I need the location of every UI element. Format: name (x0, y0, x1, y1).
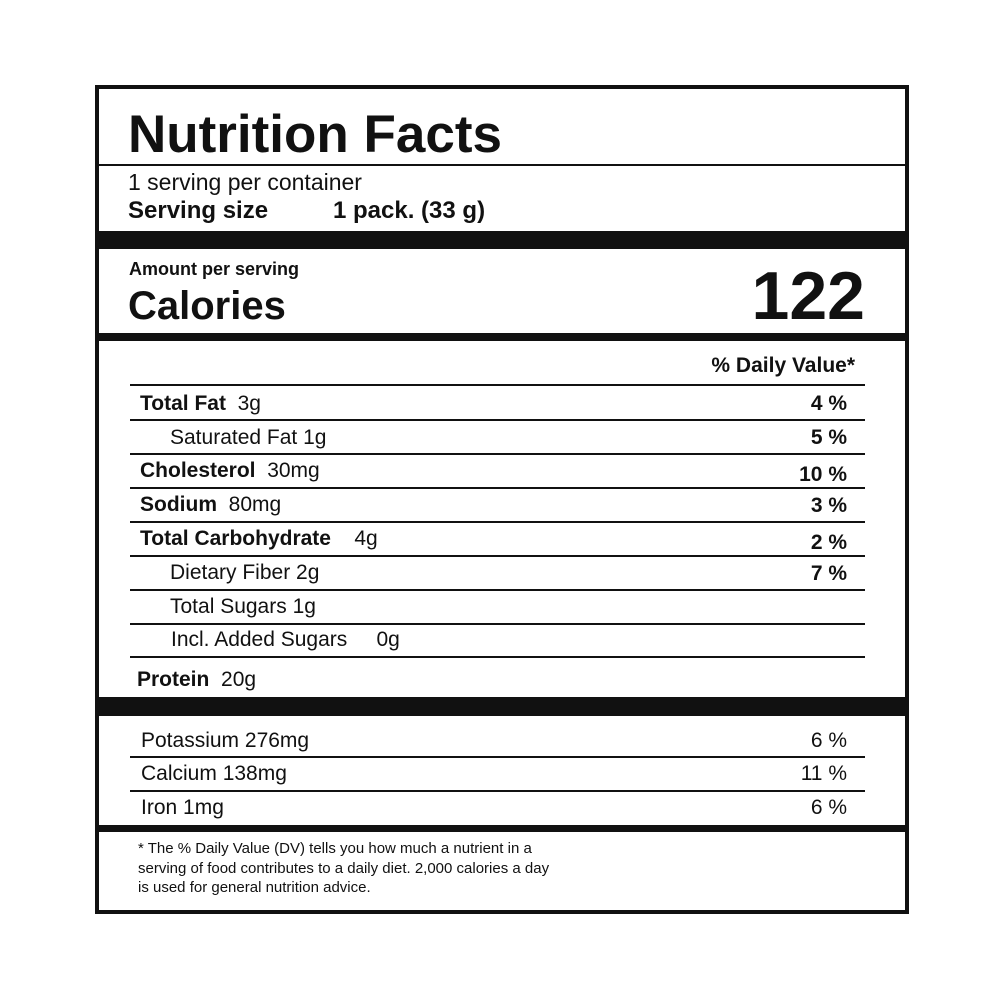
title: Nutrition Facts (128, 105, 502, 164)
footnote-line: serving of food contributes to a daily d… (138, 860, 550, 877)
nutrient-row: Cholesterol 30mg (140, 460, 320, 481)
nutrient-name: Protein (137, 668, 210, 691)
nutrient-name: Total Carbohydrate (140, 527, 331, 550)
divider (130, 790, 865, 792)
mineral-amount: 276mg (244, 729, 310, 752)
nutrient-name: Total Fat (140, 392, 226, 415)
divider (99, 164, 905, 166)
nutrient-amount: 1g (303, 426, 327, 449)
nutrient-row: Protein 20g (137, 669, 256, 690)
divider (130, 589, 865, 591)
nutrient-name: Saturated Fat (170, 426, 298, 449)
servings: 1 serving per container (128, 169, 362, 195)
mineral-amount: 1mg (183, 796, 224, 819)
mineral-row: Calcium 138mg (141, 763, 287, 784)
label-border (95, 85, 909, 914)
nutrient-amount: 4g (354, 527, 378, 550)
mineral-row: Potassium 276mg (141, 730, 309, 751)
nutrient-amount: 20g (221, 668, 257, 691)
serving-size-value: 1 pack. (33 g) (333, 197, 486, 224)
nutrient-dv: 10 % (799, 463, 847, 486)
nutrient-name: Total Sugars (170, 595, 287, 618)
nutrient-name: Sodium (140, 493, 217, 516)
footnote-line: is used for general nutrition advice. (138, 879, 371, 896)
serving-size-label: Serving size (128, 197, 269, 224)
divider (130, 656, 865, 658)
thick-divider (99, 697, 905, 716)
amount-label: Amount per serving (129, 259, 300, 279)
dv-header: % Daily Value* (711, 354, 855, 377)
mineral-name: Potassium (141, 729, 240, 752)
divider (130, 419, 865, 421)
nutrient-name: Dietary Fiber (170, 561, 291, 584)
nutrient-name: Cholesterol (140, 459, 256, 482)
nutrient-amount: 1g (292, 595, 316, 618)
divider (130, 555, 865, 557)
mineral-name: Iron (141, 796, 178, 819)
mineral-dv: 6 % (810, 729, 847, 752)
nutrient-name: Incl. Added Sugars (171, 628, 348, 651)
nutrient-row: Dietary Fiber 2g (170, 562, 319, 583)
nutrient-dv: 3 % (810, 494, 847, 517)
nutrient-amount: 30mg (267, 459, 320, 482)
nutrient-row: Sodium 80mg (140, 494, 281, 515)
thick-divider (99, 231, 905, 249)
divider (130, 453, 865, 455)
nutrient-amount: 80mg (228, 493, 282, 516)
divider (130, 521, 865, 523)
nutrient-row: Total Fat 3g (140, 393, 261, 414)
nutrient-row: Total Sugars 1g (170, 596, 316, 617)
mineral-row: Iron 1mg (141, 797, 224, 818)
nutrient-amount: 2g (296, 561, 320, 584)
divider (130, 384, 865, 386)
calories-label: Calories (128, 284, 286, 328)
nutrient-amount: 3g (237, 392, 261, 415)
divider (130, 487, 865, 489)
mineral-amount: 138mg (222, 762, 287, 785)
thick-divider (99, 825, 905, 832)
nutrient-row: Saturated Fat 1g (170, 427, 326, 448)
nutrient-amount: 0g (376, 628, 400, 651)
calories-value: 122 (751, 258, 865, 334)
mineral-dv: 6 % (810, 796, 847, 819)
nutrient-dv: 7 % (810, 562, 847, 585)
thick-divider (99, 333, 905, 341)
nutrient-row: Incl. Added Sugars 0g (171, 629, 400, 650)
mineral-name: Calcium (141, 762, 217, 785)
divider (130, 623, 865, 625)
nutrient-dv: 2 % (810, 531, 847, 554)
nutrient-dv: 4 % (810, 392, 847, 415)
nutrient-dv: 5 % (810, 426, 847, 449)
divider (130, 756, 865, 758)
mineral-dv: 11 % (800, 762, 847, 785)
footnote-line: * The % Daily Value (DV) tells you how m… (138, 840, 532, 857)
nutrient-row: Total Carbohydrate 4g (140, 528, 378, 549)
